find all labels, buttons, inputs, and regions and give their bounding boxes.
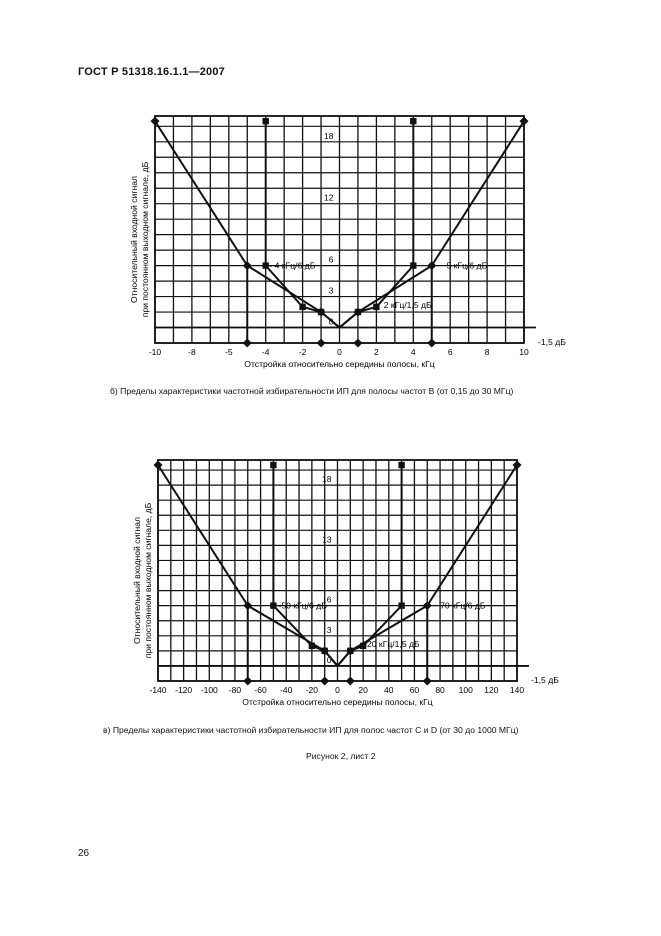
limit-vertical-end	[398, 461, 405, 469]
x-tick-label: -10	[149, 347, 162, 357]
baseline-point	[345, 676, 355, 686]
page-number: 26	[78, 848, 90, 859]
annotation-label: 2 кГц/1,5 дБ	[384, 300, 432, 310]
x-tick-label: -8	[188, 347, 196, 357]
y-tick-label: 6	[329, 255, 334, 265]
series-point-square	[299, 303, 306, 311]
x-tick-label: 10	[519, 347, 529, 357]
limit-vertical-end	[270, 461, 277, 469]
limit-vertical-end	[410, 117, 417, 125]
x-tick-label: 8	[485, 347, 490, 357]
y-tick-label: 18	[324, 131, 334, 141]
x-tick-label: 20	[358, 685, 368, 695]
y-tick-label: 3	[327, 625, 332, 635]
series-point-diamond	[150, 116, 160, 126]
annotation-label: -50 кГц/6 дБ	[279, 601, 328, 611]
x-tick-label: 0	[335, 685, 340, 695]
x-tick-label: 6	[448, 347, 453, 357]
bottom-level-label: -1,5 дБ	[531, 675, 559, 685]
y-axis-label-line1: Относительный входной сигнал	[129, 176, 139, 303]
annotation-label: 70 кГц/6 дБ	[440, 601, 486, 611]
y-tick-label: 3	[329, 286, 334, 296]
baseline-point	[320, 676, 330, 686]
y-tick-label: 0	[327, 655, 332, 665]
x-tick-label: 0	[337, 347, 342, 357]
x-tick-label: -4	[262, 347, 270, 357]
y-axis-label-line1: Относительный входной сигнал	[132, 517, 142, 644]
series-point-diamond	[519, 116, 529, 126]
annotation-label: - 4 кГц/6 дБ	[269, 261, 315, 271]
x-tick-label: -5	[225, 347, 233, 357]
x-tick-label: 40	[384, 685, 394, 695]
series-point-square	[354, 308, 362, 316]
y-axis-label-line2: при постоянном выходном сигнале, дБ	[143, 502, 153, 658]
x-tick-label: -100	[201, 685, 218, 695]
figure-caption: Рисунок 2, лист 2	[306, 751, 376, 761]
x-axis-label: Отстройка относительно середины полосы, …	[242, 697, 432, 707]
limit-vertical-end	[427, 338, 437, 348]
x-tick-label: 120	[484, 685, 498, 695]
y-tick-label: 6	[327, 595, 332, 605]
limit-vertical-end	[243, 676, 253, 686]
x-tick-label: 100	[459, 685, 473, 695]
x-tick-label: -120	[175, 685, 192, 695]
document-header: ГОСТ Р 51318.16.1.1—2007	[78, 66, 225, 78]
x-tick-label: 4	[411, 347, 416, 357]
baseline-point	[353, 338, 363, 348]
x-tick-label: 80	[435, 685, 445, 695]
series-point-square	[359, 642, 367, 650]
x-tick-label: 140	[510, 685, 524, 695]
limit-vertical-end	[422, 676, 432, 686]
selectivity-chart-band-cd: 0 3 6 13 18 -140 -120 -100 -80 -60 -40 -20 0 20 40 60 80…	[132, 459, 559, 707]
limit-vertical-end	[262, 117, 269, 125]
annotation-label: 5 кГц/6 дБ	[447, 261, 488, 271]
series-point-square	[308, 642, 316, 650]
x-tick-label: 2	[374, 347, 379, 357]
plot-frame	[154, 115, 525, 344]
plot-frame	[157, 459, 518, 682]
series-point-square	[373, 303, 380, 311]
series-point-square	[347, 647, 354, 655]
series-point-diamond	[153, 460, 163, 470]
y-tick-label: 18	[322, 474, 332, 484]
y-tick-label: 12	[324, 193, 334, 203]
limit-vertical-end	[242, 338, 252, 348]
x-axis-label: Отстройка относительно середины полосы, …	[244, 359, 434, 369]
y-axis-label-line2: при постоянном выходном сигнале, дБ	[140, 161, 150, 317]
x-tick-label: -40	[280, 685, 293, 695]
y-tick-label: 13	[322, 534, 332, 544]
annotation-label: 20 кГц/1,5 дБ	[367, 639, 420, 649]
x-tick-label: -140	[149, 685, 166, 695]
x-tick-label: -2	[299, 347, 307, 357]
chart-b-caption: б) Пределы характеристики частотной изби…	[110, 386, 514, 396]
series-point-square	[317, 308, 325, 316]
x-tick-label: -20	[306, 685, 319, 695]
series-point-square	[321, 647, 328, 655]
chart-c-caption: в) Пределы характеристики частотной изби…	[103, 725, 519, 735]
baseline-point	[316, 338, 326, 348]
series-point-diamond	[512, 460, 522, 470]
x-tick-label: 60	[410, 685, 420, 695]
x-tick-label: -60	[254, 685, 267, 695]
bottom-level-label: -1,5 дБ	[538, 337, 566, 347]
x-tick-label: -80	[229, 685, 242, 695]
